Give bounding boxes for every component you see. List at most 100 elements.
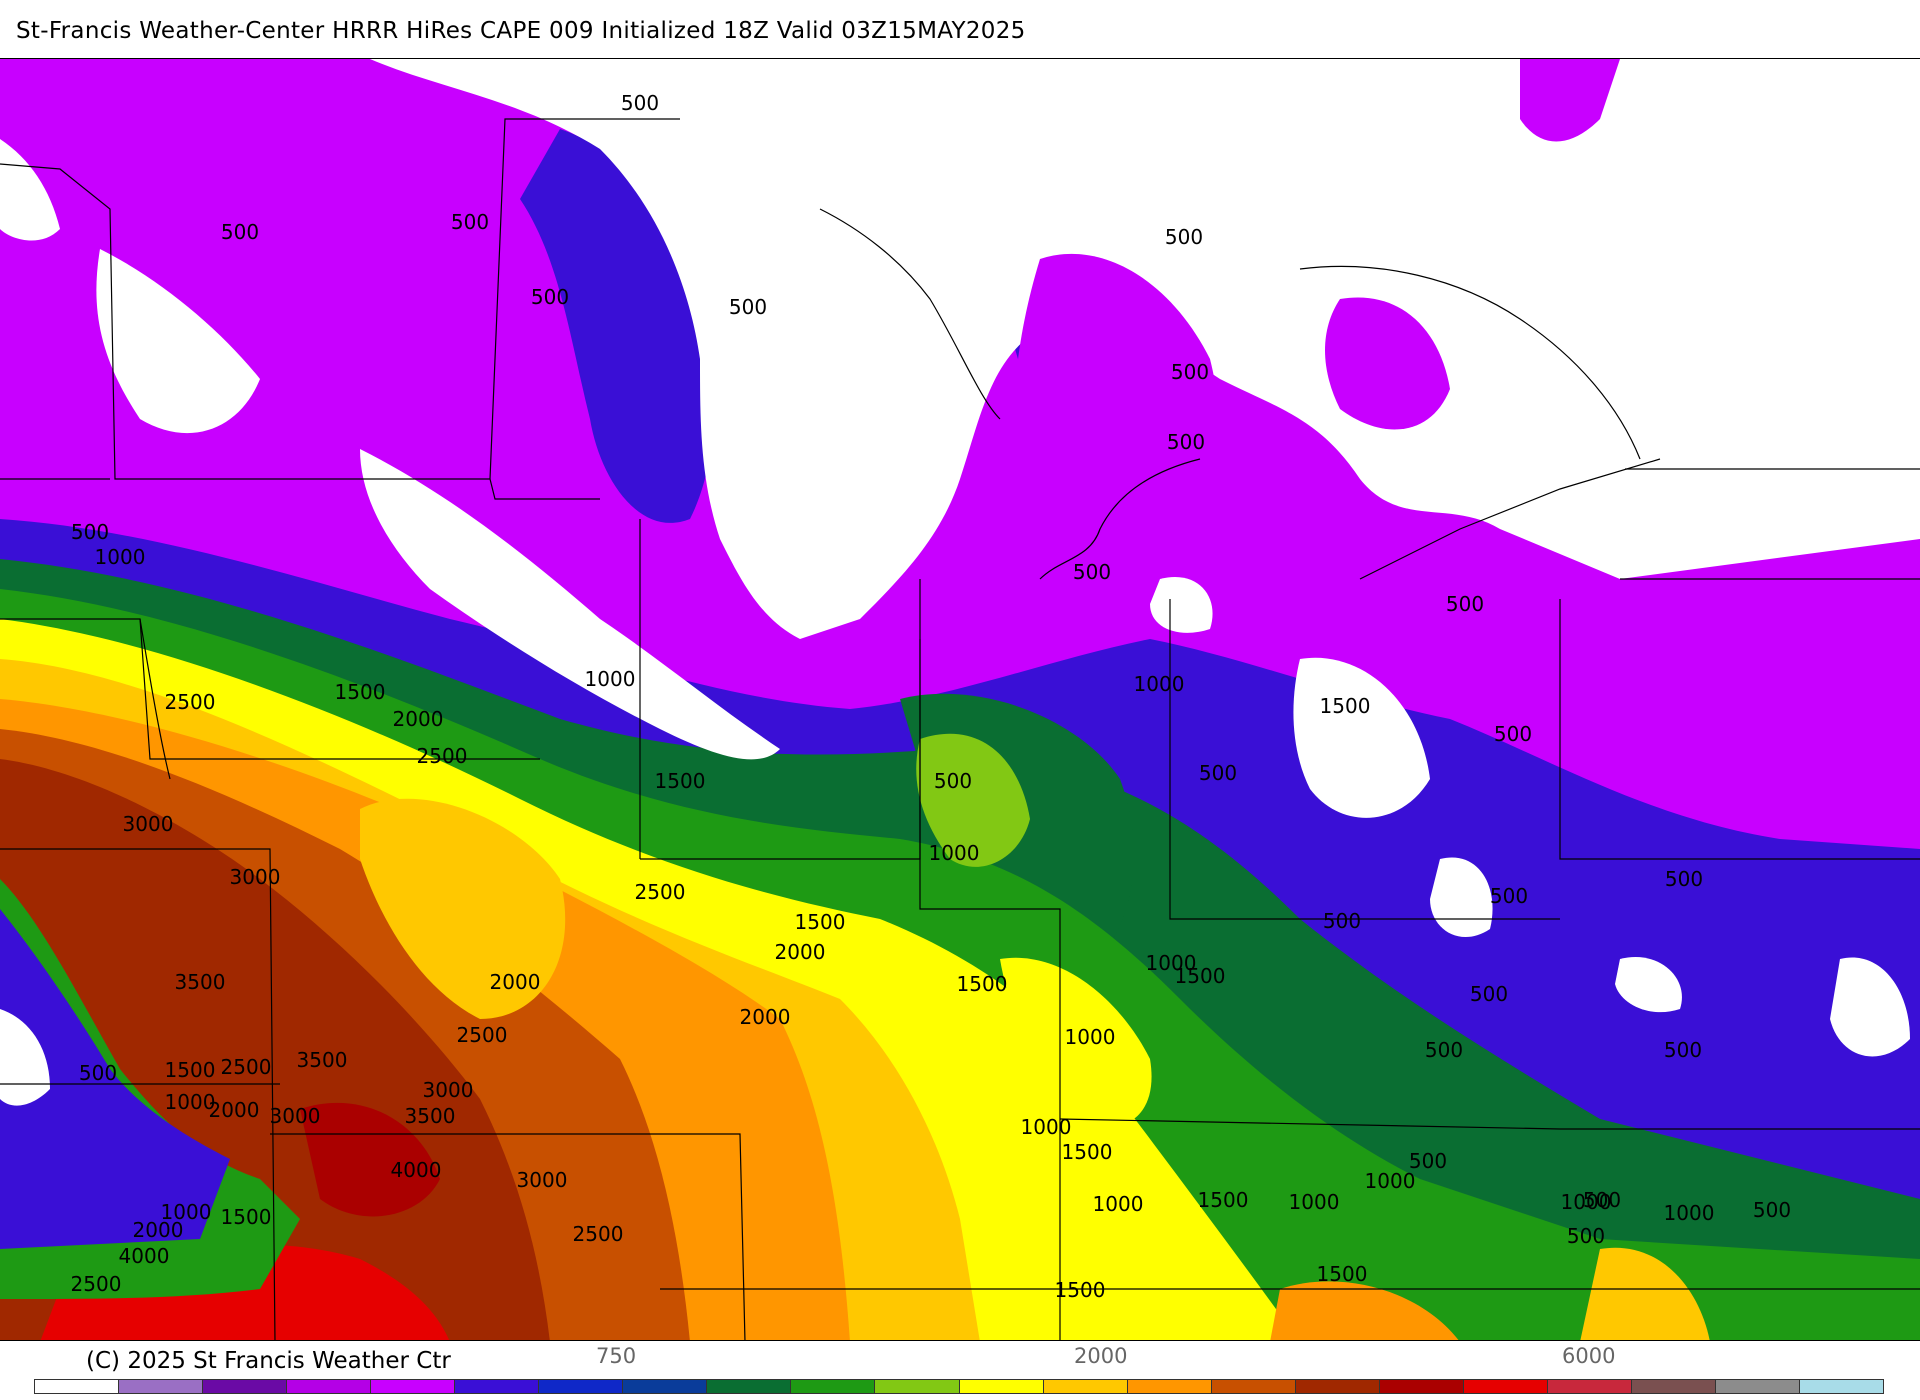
contour-label: 2500 (221, 1055, 272, 1079)
contour-label: 1000 (95, 545, 146, 569)
legend-swatch (1547, 1380, 1632, 1393)
map-borders (0, 118, 1920, 1340)
contour-label: 2000 (393, 707, 444, 731)
legend-swatch (791, 1380, 876, 1393)
legend-swatch (1379, 1380, 1464, 1393)
legend-tick-label: 6000 (1562, 1344, 1616, 1368)
legend-tick-label: 750 (596, 1344, 637, 1368)
contour-label: 1500 (1055, 1278, 1106, 1302)
contour-label: 2500 (573, 1222, 624, 1246)
legend-swatch (875, 1380, 960, 1393)
cape-map: 500 500 500 500 500 500 500 1000 500 1000 1500 2000… (0, 58, 1920, 1341)
contour-label: 2000 (775, 940, 826, 964)
contour-label: 500 (1165, 225, 1203, 249)
contour-label: 2000 (133, 1218, 184, 1242)
map-title: St-Francis Weather-Center HRRR HiRes CAP… (16, 18, 1026, 44)
contour-label: 1500 (795, 910, 846, 934)
contour-label: 2000 (740, 1005, 791, 1029)
contour-label: 1000 (585, 667, 636, 691)
contour-label: 2500 (71, 1272, 122, 1296)
legend-swatch (1463, 1380, 1548, 1393)
contour-label: 500 (1583, 1188, 1621, 1212)
contour-label: 1000 (1134, 672, 1185, 696)
contour-label: 4000 (391, 1158, 442, 1182)
contour-label: 1500 (655, 769, 706, 793)
contour-label: 500 (451, 210, 489, 234)
contour-label: 500 (1494, 722, 1532, 746)
contour-label: 3000 (270, 1104, 321, 1128)
contour-label: 500 (1323, 909, 1361, 933)
contour-label: 500 (1446, 592, 1484, 616)
contour-label: 500 (1753, 1198, 1791, 1222)
contour-label: 500 (1199, 761, 1237, 785)
legend-swatch (707, 1380, 792, 1393)
legend-swatch (1715, 1380, 1800, 1393)
contour-label: 3000 (230, 865, 281, 889)
cape-color-legend (34, 1379, 1884, 1394)
legend-swatch (1295, 1380, 1380, 1393)
contour-label: 500 (1425, 1038, 1463, 1062)
contour-label: 500 (1490, 884, 1528, 908)
legend-swatch (623, 1380, 708, 1393)
contour-label: 1500 (1320, 694, 1371, 718)
contour-label: 500 (621, 91, 659, 115)
legend-swatch (1799, 1380, 1884, 1393)
contour-label: 2500 (165, 690, 216, 714)
contour-label: 500 (934, 769, 972, 793)
contour-label: 1000 (1021, 1115, 1072, 1139)
contour-label: 2500 (457, 1023, 508, 1047)
contour-label: 3500 (405, 1104, 456, 1128)
contour-label: 3000 (517, 1168, 568, 1192)
contour-label: 3500 (297, 1048, 348, 1072)
legend-swatch (455, 1380, 540, 1393)
contour-label: 1000 (1664, 1201, 1715, 1225)
contour-label: 2000 (209, 1098, 260, 1122)
contour-label: 500 (221, 220, 259, 244)
legend-swatch (119, 1380, 204, 1393)
contour-label: 3000 (423, 1078, 474, 1102)
contour-label: 1000 (1146, 951, 1197, 975)
contour-label: 1500 (1198, 1188, 1249, 1212)
contour-label: 1000 (1365, 1169, 1416, 1193)
legend-swatch (1631, 1380, 1716, 1393)
contour-label: 1500 (1062, 1140, 1113, 1164)
contour-label: 1500 (335, 680, 386, 704)
contour-label: 500 (531, 285, 569, 309)
contour-label: 500 (1167, 430, 1205, 454)
contour-label: 1000 (165, 1090, 216, 1114)
contour-label: 1500 (221, 1205, 272, 1229)
contour-label: 1500 (165, 1058, 216, 1082)
legend-swatch (959, 1380, 1044, 1393)
legend-swatch (1043, 1380, 1128, 1393)
legend-swatch (203, 1380, 288, 1393)
legend-tick-label: 2000 (1074, 1344, 1128, 1368)
legend-swatch (1127, 1380, 1212, 1393)
contour-label: 2000 (490, 970, 541, 994)
contour-label: 1000 (1561, 1190, 1612, 1214)
contour-label: 500 (71, 520, 109, 544)
contour-label: 500 (1470, 982, 1508, 1006)
contour-label: 3500 (175, 970, 226, 994)
legend-swatch (539, 1380, 624, 1393)
contour-label: 500 (79, 1061, 117, 1085)
legend-swatch (371, 1380, 456, 1393)
contour-label: 500 (1409, 1149, 1447, 1173)
contour-label: 500 (1664, 1038, 1702, 1062)
contour-label: 4000 (119, 1244, 170, 1268)
contour-label: 500 (1665, 867, 1703, 891)
contour-label: 500 (1073, 560, 1111, 584)
contour-label: 1500 (1175, 964, 1226, 988)
cape-fill-layer (0, 59, 1920, 1340)
contour-label: 500 (729, 295, 767, 319)
legend-swatch (35, 1380, 120, 1393)
contour-label: 500 (1567, 1224, 1605, 1248)
contour-label: 500 (1171, 360, 1209, 384)
contour-label: 1000 (1065, 1025, 1116, 1049)
contour-label: 1500 (957, 972, 1008, 996)
contour-label: 1000 (929, 841, 980, 865)
contour-label: 1000 (1093, 1192, 1144, 1216)
contour-label: 1000 (1289, 1190, 1340, 1214)
legend-swatch (287, 1380, 372, 1393)
contour-label: 2500 (635, 880, 686, 904)
contour-label: 2500 (417, 744, 468, 768)
